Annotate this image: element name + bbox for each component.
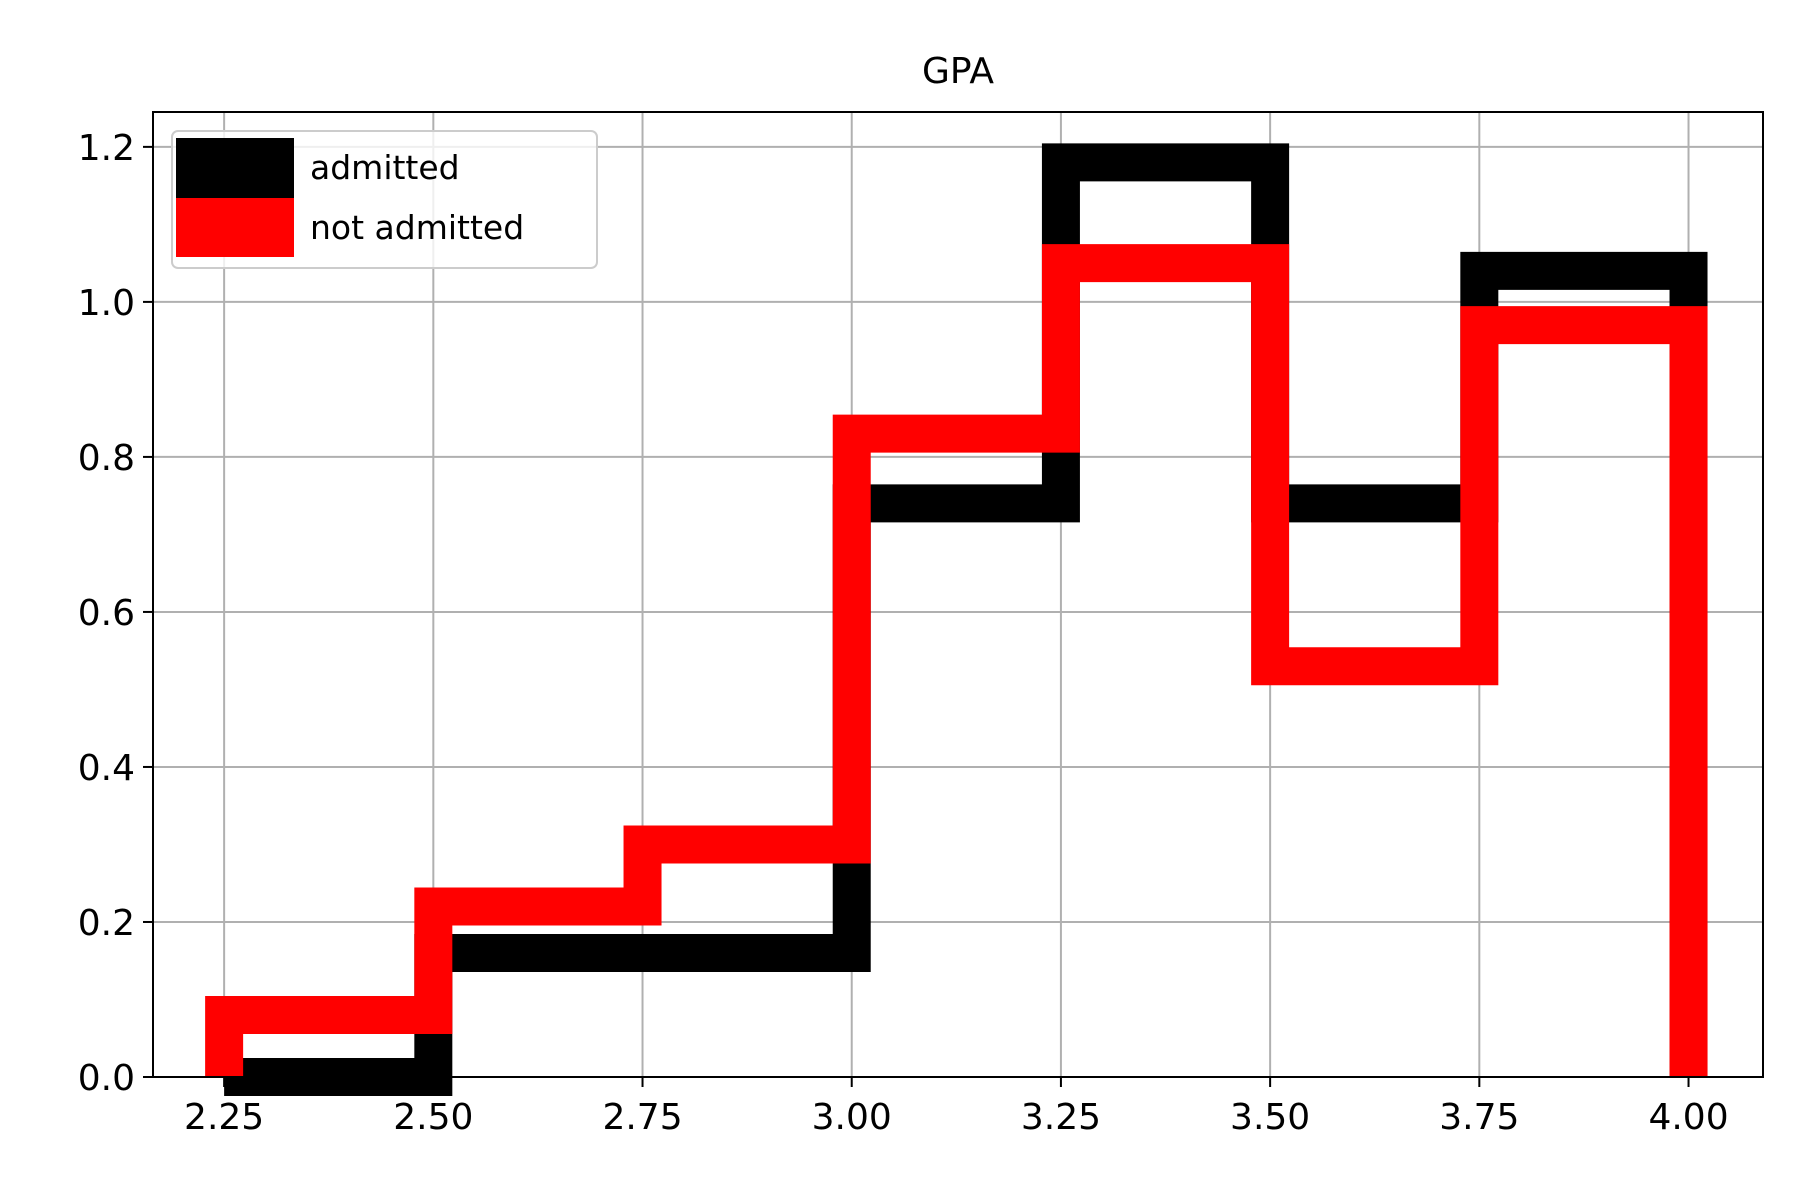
y-tick-label: 0.2 <box>78 903 135 944</box>
x-tick-label: 3.00 <box>812 1097 892 1138</box>
legend-label: admitted <box>310 148 460 187</box>
x-tick-label: 4.00 <box>1648 1097 1728 1138</box>
legend-swatch <box>176 198 294 257</box>
axes-frame <box>152 111 1764 1078</box>
y-tick-label: 0.4 <box>78 748 135 789</box>
x-tick-label: 3.25 <box>1021 1097 1101 1138</box>
y-tick-label: 1.2 <box>78 128 135 169</box>
series-step-not-admitted <box>205 244 1708 1077</box>
x-tick-label: 3.75 <box>1439 1097 1519 1138</box>
x-tick-label: 3.50 <box>1230 1097 1310 1138</box>
legend: admitted not admitted <box>171 130 598 269</box>
x-tick-label: 2.50 <box>393 1097 473 1138</box>
legend-label: not admitted <box>310 208 524 247</box>
y-tick-label: 0.0 <box>78 1058 135 1099</box>
y-tick-label: 0.6 <box>78 593 135 634</box>
x-axis: 2.25 2.50 2.75 3.00 3.25 3.50 3.75 4.00 <box>184 1077 1729 1138</box>
chart-title: GPA <box>922 51 994 92</box>
y-tick-label: 1.0 <box>78 283 135 324</box>
y-tick-label: 0.8 <box>78 438 135 479</box>
legend-swatch <box>176 138 294 198</box>
series-layer <box>205 143 1708 1096</box>
x-tick-label: 2.75 <box>602 1097 682 1138</box>
y-axis: 0.0 0.2 0.4 0.6 0.8 1.0 1.2 <box>78 128 153 1099</box>
x-tick-label: 2.25 <box>184 1097 264 1138</box>
